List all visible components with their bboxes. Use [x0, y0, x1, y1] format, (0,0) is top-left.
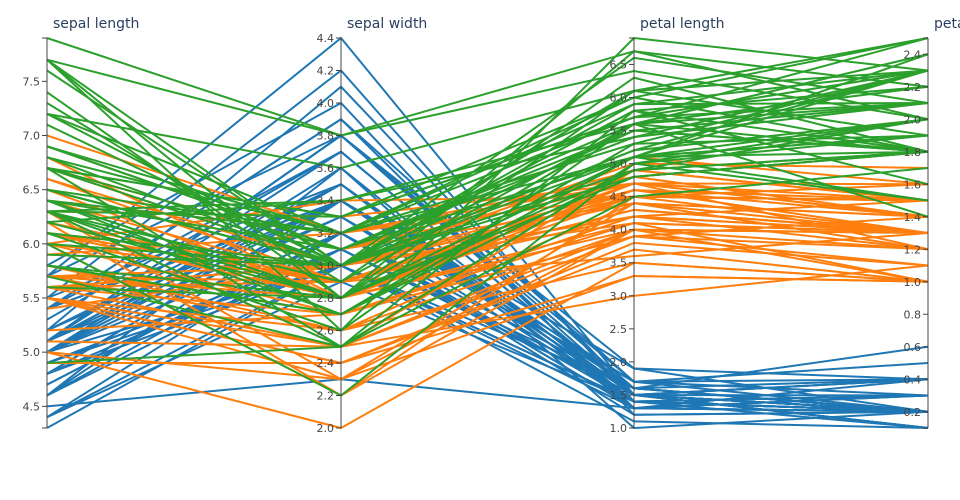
tick-label: 2.0: [610, 356, 628, 369]
axis-title[interactable]: sepal width: [347, 16, 427, 32]
tick-label: 3.0: [317, 260, 335, 273]
data-line-virginica-22: [46, 50, 929, 300]
axis-0: 4.5 5.0 5.5 6.0 6.5 7.0 7.5 sepal length: [23, 16, 139, 429]
tick-label: 0.6: [904, 341, 922, 354]
tick-label: 1.0: [610, 422, 628, 435]
data-line-virginica-38: [46, 150, 929, 267]
axis-title[interactable]: peta: [934, 16, 960, 32]
data-line-virginica-19: [46, 162, 929, 397]
tick-label: 4.5: [610, 191, 628, 204]
tick-label: 1.6: [904, 178, 922, 191]
tick-label: 0.2: [904, 406, 922, 419]
tick-label: 3.5: [610, 257, 628, 270]
tick-label: 3.0: [610, 290, 628, 303]
data-line-versicolor-40: [46, 202, 929, 332]
data-line-virginica-21: [46, 118, 929, 300]
tick-label: 3.8: [317, 130, 335, 143]
data-line-virginica-25: [46, 96, 929, 235]
tick-label: 2.6: [317, 325, 335, 338]
tick-label: 4.5: [23, 400, 41, 413]
tick-label: 1.8: [904, 146, 922, 159]
tick-label: 0.8: [904, 308, 922, 321]
data-line-virginica-37: [46, 129, 929, 251]
tick-label: 1.0: [904, 276, 922, 289]
data-line-virginica-44: [46, 37, 929, 218]
data-line-versicolor-48: [46, 264, 929, 348]
data-line-versicolor-39: [46, 228, 929, 348]
data-line-setosa-41: [46, 378, 929, 410]
tick-label: 4.2: [317, 65, 335, 78]
axis-2: 1.0 1.5 2.0 2.5 3.0 3.5 4.0 4.5 5.0 5.5 6.0 6.5 peta…: [610, 16, 725, 435]
tick-label: 1.4: [904, 211, 922, 224]
tick-label: 5.0: [23, 346, 41, 359]
axis-1: 2.0 2.2 2.4 2.6 2.8 3.0 3.2 3.4 3.6 3.8 4.0 4.2 4.4 s…: [317, 16, 428, 435]
tick-label: 3.6: [317, 162, 335, 175]
data-line-virginica-29: [46, 109, 929, 267]
data-line-virginica-9: [46, 37, 929, 170]
tick-label: 2.4: [317, 357, 335, 370]
data-line-virginica-35: [46, 58, 929, 267]
data-line-versicolor-49: [46, 222, 929, 300]
tick-label: 1.2: [904, 243, 922, 256]
data-line-virginica-48: [46, 69, 929, 224]
data-line-versicolor-45: [46, 215, 929, 278]
data-line-virginica-47: [46, 118, 929, 267]
tick-label: 6.5: [610, 58, 628, 71]
data-line-virginica-11: [46, 134, 929, 316]
tick-label: 2.2: [904, 81, 922, 94]
data-line-setosa-48: [46, 150, 929, 413]
tick-label: 2.8: [317, 292, 335, 305]
data-line-virginica-40: [46, 53, 929, 251]
tick-label: 7.0: [23, 130, 41, 143]
tick-label: 0.4: [904, 373, 922, 386]
data-line-virginica-42: [46, 134, 929, 316]
axis-3: 0.2 0.4 0.6 0.8 1.0 1.2 1.4 1.6 1.8 2.0 2.2 2.4 peta: [904, 16, 960, 429]
tick-label: 7.5: [23, 75, 41, 88]
tick-label: 2.0: [317, 422, 335, 435]
tick-label: 6.0: [610, 91, 628, 104]
axis-title[interactable]: sepal length: [53, 16, 139, 32]
data-line-setosa-46: [46, 134, 929, 413]
tick-label: 2.4: [904, 48, 922, 61]
tick-label: 3.2: [317, 227, 335, 240]
tick-label: 3.4: [317, 195, 335, 208]
data-line-versicolor-31: [46, 248, 929, 365]
data-line-virginica-0: [46, 37, 929, 218]
data-lines: [46, 36, 929, 430]
data-line-virginica-49: [46, 150, 929, 267]
data-line-virginica-34: [46, 122, 929, 332]
tick-label: 4.0: [610, 224, 628, 237]
data-line-setosa-43: [46, 183, 929, 390]
tick-label: 5.5: [610, 125, 628, 138]
data-line-setosa-13: [46, 264, 929, 429]
data-line-versicolor-37: [46, 202, 929, 381]
series-virginica: [46, 36, 929, 397]
axis-title[interactable]: petal length: [640, 16, 725, 32]
tick-label: 2.5: [610, 323, 628, 336]
data-line-versicolor-29: [46, 261, 929, 332]
tick-label: 6.0: [23, 238, 41, 251]
data-line-virginica-46: [46, 134, 929, 348]
tick-label: 6.5: [23, 184, 41, 197]
tick-label: 2.2: [317, 390, 335, 403]
tick-label: 4.4: [317, 32, 335, 45]
tick-label: 5.5: [23, 292, 41, 305]
data-line-versicolor-43: [46, 274, 929, 381]
data-line-versicolor-47: [46, 208, 929, 283]
data-line-virginica-31: [46, 37, 929, 137]
tick-label: 4.0: [317, 97, 335, 110]
data-line-virginica-17: [46, 50, 929, 137]
tick-label: 2.0: [904, 113, 922, 126]
tick-label: 5.0: [610, 158, 628, 171]
tick-label: 1.5: [610, 389, 628, 402]
data-line-virginica-41: [46, 69, 929, 251]
